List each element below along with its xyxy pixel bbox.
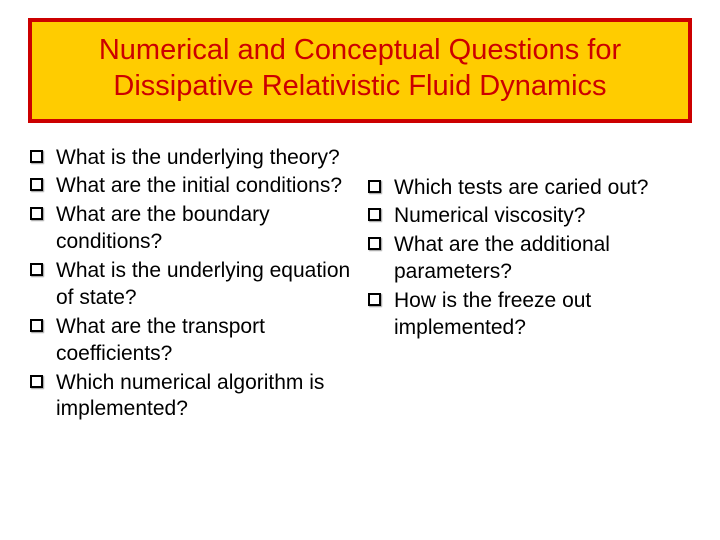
list-item: What are the initial conditions? xyxy=(28,173,354,200)
list-item: What are the additional parameters? xyxy=(366,232,692,286)
left-list: What is the underlying theory? What are … xyxy=(28,145,354,424)
list-item: Which tests are caried out? xyxy=(366,175,692,202)
list-item: Which numerical algorithm is implemented… xyxy=(28,370,354,424)
list-item-text: What is the underlying theory? xyxy=(56,146,340,169)
slide: Numerical and Conceptual Questions for D… xyxy=(0,0,720,540)
list-item-text: What are the initial conditions? xyxy=(56,174,342,197)
list-item: What are the transport coefficients? xyxy=(28,314,354,368)
list-item-text: What are the transport coefficients? xyxy=(56,315,265,365)
right-list: Which tests are caried out? Numerical vi… xyxy=(366,175,692,342)
list-item: What is the underlying equation of state… xyxy=(28,258,354,312)
list-item-text: What are the additional parameters? xyxy=(394,233,610,283)
list-item-text: Which numerical algorithm is implemented… xyxy=(56,371,324,421)
list-item: How is the freeze out implemented? xyxy=(366,288,692,342)
list-item-text: What are the boundary conditions? xyxy=(56,203,270,253)
title-box: Numerical and Conceptual Questions for D… xyxy=(28,18,692,123)
list-item: What is the underlying theory? xyxy=(28,145,354,172)
content-columns: What is the underlying theory? What are … xyxy=(28,145,692,426)
list-item: Numerical viscosity? xyxy=(366,203,692,230)
slide-title: Numerical and Conceptual Questions for D… xyxy=(52,32,668,105)
list-item-text: What is the underlying equation of state… xyxy=(56,259,350,309)
list-item-text: Numerical viscosity? xyxy=(394,204,585,227)
list-item-text: How is the freeze out implemented? xyxy=(394,289,591,339)
right-column: Which tests are caried out? Numerical vi… xyxy=(366,145,692,426)
left-column: What is the underlying theory? What are … xyxy=(28,145,354,426)
list-item: What are the boundary conditions? xyxy=(28,202,354,256)
list-item-text: Which tests are caried out? xyxy=(394,176,648,199)
